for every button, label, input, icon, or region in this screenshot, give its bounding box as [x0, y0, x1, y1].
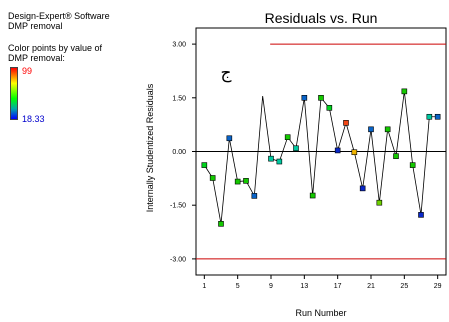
data-point [284, 134, 291, 140]
data-point [201, 162, 208, 168]
data-point [426, 113, 433, 120]
legend-min-label: 18.33 [22, 114, 45, 124]
data-point [318, 95, 324, 101]
x-tick-label: 29 [434, 283, 442, 290]
legend-caption-line2: DMP removal: [8, 53, 65, 63]
response-name: DMP removal [8, 21, 63, 31]
data-point [368, 126, 374, 133]
data-point [384, 126, 391, 133]
data-point [218, 221, 224, 227]
series-line [203, 91, 438, 224]
x-tick-label: 1 [202, 283, 206, 290]
data-point [276, 158, 283, 165]
data-point [376, 199, 383, 206]
data-points [201, 88, 441, 227]
software-name: Design-Expert® Software [8, 11, 110, 21]
data-point [309, 192, 316, 199]
data-point [393, 153, 399, 159]
y-axis-title: Internally Studentized Residuals [145, 83, 155, 212]
legend-max-label: 99 [22, 66, 33, 76]
limit-lines [196, 43, 446, 260]
software-info: Design-Expert® Software DMP removal [8, 11, 110, 31]
chart-grid [195, 27, 447, 276]
data-point [351, 149, 358, 156]
x-tick-label: 5 [236, 283, 240, 290]
x-tick-label: 17 [334, 283, 342, 290]
color-legend-caption: Color points by value of DMP removal: [8, 43, 102, 63]
data-point [293, 145, 299, 152]
data-point [243, 178, 249, 184]
data-point [418, 212, 424, 218]
data-point [401, 88, 408, 95]
x-tick-label: 21 [367, 283, 375, 290]
data-point [343, 120, 349, 126]
y-tick-label: -1.50 [170, 203, 186, 210]
x-tick-label: 25 [400, 283, 408, 290]
x-tick-label: 9 [269, 283, 273, 290]
data-point [251, 193, 258, 199]
x-tick-labels: 1 5 9 13 17 21 25 29 [202, 275, 442, 290]
y-tick-label: -3.00 [170, 256, 186, 263]
color-gradient-bar [10, 67, 18, 120]
chart-title: Residuals vs. Run [265, 10, 378, 26]
data-point [434, 113, 441, 120]
y-tick-label: 0.00 [172, 149, 186, 156]
data-point [209, 175, 216, 181]
data-point [359, 185, 366, 192]
residuals-line [203, 91, 438, 224]
data-point [334, 147, 341, 154]
data-point [326, 105, 333, 111]
x-tick-label: 13 [300, 283, 308, 290]
data-point [234, 178, 241, 185]
data-point [268, 155, 274, 162]
y-tick-labels: 3.00 1.50 0.00 -1.50 -3.00 [170, 42, 196, 263]
legend-caption-line1: Color points by value of [8, 43, 103, 53]
data-point [301, 95, 308, 101]
data-point [409, 162, 416, 168]
data-point [226, 135, 233, 142]
panel-mark: ج [221, 63, 232, 83]
y-tick-label: 3.00 [172, 42, 186, 49]
x-axis-title: Run Number [295, 308, 346, 318]
y-tick-label: 1.50 [172, 95, 186, 102]
